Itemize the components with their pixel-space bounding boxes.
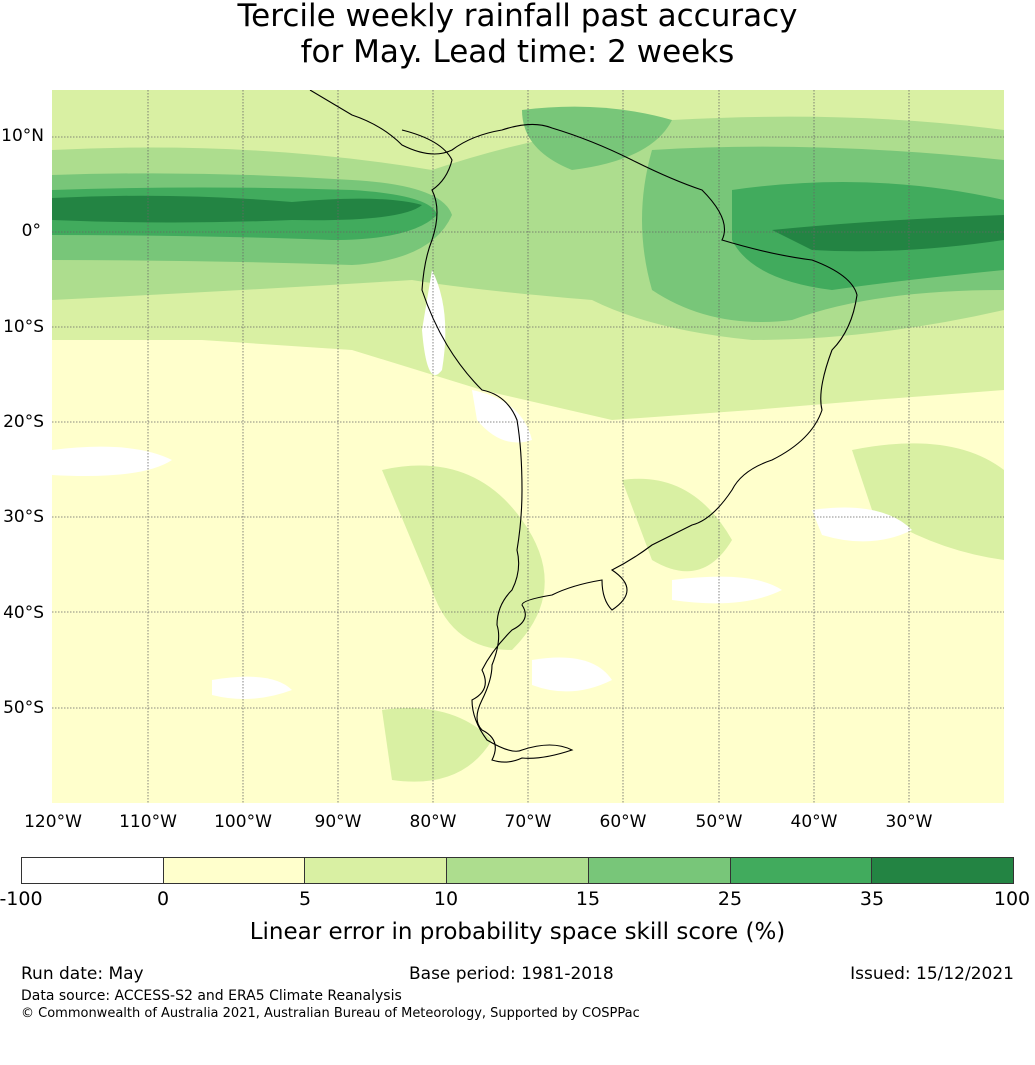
lat-label-20s: 20°S [3,412,44,432]
map-canvas [52,90,1004,803]
skill-zone-5-10-east [852,443,1004,560]
south-america-coastline [309,90,858,763]
colorbar-label: Linear error in probability space skill … [249,919,786,945]
skill-negative-4 [212,676,292,699]
lon-label-90w: 90°W [314,812,362,832]
lat-label-50s: 50°S [3,698,44,718]
colorbar-tick: 35 [859,888,885,910]
map-title: Tercile weekly rainfall past accuracy fo… [0,0,1035,70]
skill-negative-1 [422,270,446,375]
data-source: Data source: ACCESS-S2 and ERA5 Climate … [21,988,402,1004]
title-line-1: Tercile weekly rainfall past accuracy [237,0,798,34]
skill-negative-3 [52,446,172,476]
skill-zone-5-10-south-1 [382,465,545,650]
skill-negative-6 [812,507,912,542]
colorbar-tick: -100 [0,888,43,910]
colorbar-tick: 25 [717,888,743,910]
lat-label-30s: 30°S [3,507,44,527]
lon-label-60w: 60°W [599,812,647,832]
skill-negative-7 [532,657,612,692]
colorbar-segment [730,858,873,883]
lon-label-110w: 110°W [119,812,177,832]
colorbar-tick: 10 [433,888,459,910]
lon-label-100w: 100°W [214,812,272,832]
skill-zone-5-10-south-3 [382,708,492,782]
skill-zone-5-10-south-2 [622,478,732,572]
colorbar-segment [163,858,306,883]
base-period: Base period: 1981-2018 [409,964,614,984]
colorbar-tick: 15 [575,888,601,910]
colorbar-segment [872,858,1014,883]
run-date: Run date: May [21,964,144,984]
skill-zone-35-100 [52,195,422,223]
copyright: © Commonwealth of Australia 2021, Austra… [21,1006,640,1021]
lon-label-120w: 120°W [24,812,82,832]
lat-label-10s: 10°S [3,317,44,337]
title-line-2: for May. Lead time: 2 weeks [300,34,735,70]
colorbar-tick: 5 [298,888,312,910]
colorbar-tick: 100 [993,888,1031,910]
lon-label-30w: 30°W [885,812,933,832]
colorbar-tick: 0 [156,888,170,910]
skill-zone-35-100-east [772,215,1004,252]
colorbar-segment [22,858,164,883]
issued-date: Issued: 15/12/2021 [850,964,1014,984]
lat-label-10n: 10°N [1,126,44,146]
lon-label-40w: 40°W [790,812,838,832]
lat-label-0: 0° [21,221,41,241]
skill-negative-5 [672,576,782,604]
colorbar-segment [447,858,589,883]
colorbar [21,857,1014,884]
lon-label-80w: 80°W [409,812,457,832]
skill-zone-15-25-north [522,106,672,170]
skill-negative-2 [472,390,532,443]
colorbar-segment [305,858,448,883]
skill-score-map [52,90,1004,803]
colorbar-segment [588,858,731,883]
lat-label-40s: 40°S [3,603,44,623]
lon-label-70w: 70°W [504,812,552,832]
map-gridlines [52,90,1004,803]
lon-label-50w: 50°W [695,812,743,832]
